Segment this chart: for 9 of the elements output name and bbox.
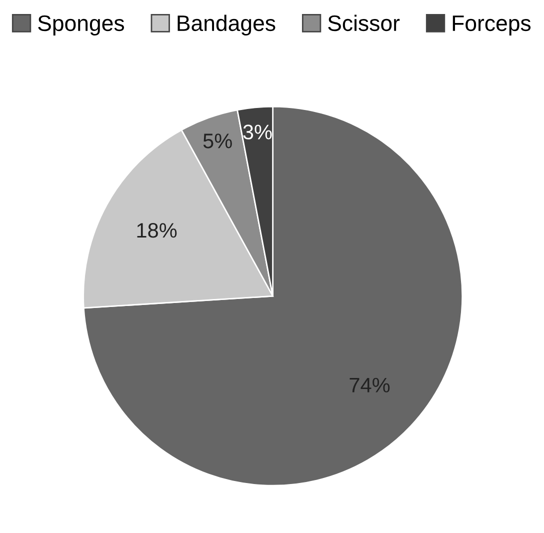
legend-label: Forceps xyxy=(452,16,531,36)
data-label: 74% xyxy=(350,378,390,392)
data-label: 18% xyxy=(137,223,177,238)
legend-label: Sponges xyxy=(38,15,124,36)
pie-slice xyxy=(82,106,463,486)
data-label: 5% xyxy=(203,134,232,148)
legend-label: Scissor xyxy=(328,14,400,32)
legend-label: Bandages xyxy=(178,14,276,36)
data-label: 3% xyxy=(243,124,272,140)
